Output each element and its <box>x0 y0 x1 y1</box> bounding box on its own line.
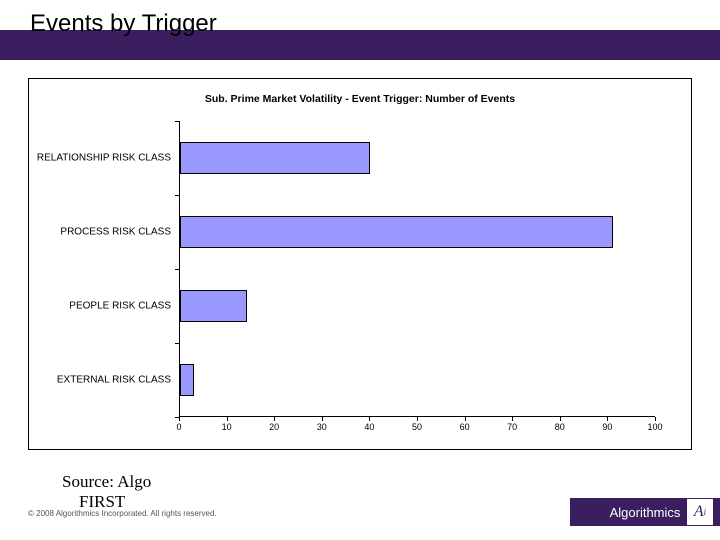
x-axis-label: 0 <box>176 417 181 432</box>
chart-title: Sub. Prime Market Volatility - Event Tri… <box>29 93 691 105</box>
source-attribution: Source: Algo FIRST <box>62 472 151 512</box>
bar <box>180 290 247 322</box>
x-axis-label: 10 <box>222 417 232 432</box>
page-title: Events by Trigger <box>30 10 217 38</box>
y-axis-label: RELATIONSHIP RISK CLASS <box>33 153 179 164</box>
y-tick <box>175 269 179 270</box>
bar <box>180 364 194 396</box>
source-line1: Source: Algo <box>62 472 151 491</box>
y-axis-label: PROCESS RISK CLASS <box>33 227 179 238</box>
x-axis-label: 60 <box>460 417 470 432</box>
bar-row <box>179 216 655 248</box>
y-axis-label: PEOPLE RISK CLASS <box>33 301 179 312</box>
x-axis-label: 50 <box>412 417 422 432</box>
chart-plot: RELATIONSHIP RISK CLASSPROCESS RISK CLAS… <box>179 121 655 417</box>
chart-frame: Sub. Prime Market Volatility - Event Tri… <box>28 78 692 450</box>
x-axis-label: 80 <box>555 417 565 432</box>
y-tick <box>175 195 179 196</box>
x-axis-label: 90 <box>602 417 612 432</box>
x-axis-label: 100 <box>647 417 662 432</box>
y-tick <box>175 417 179 418</box>
x-axis-label: 30 <box>317 417 327 432</box>
x-axis-label: 20 <box>269 417 279 432</box>
brand-mark-letter: A <box>694 503 704 521</box>
brand-mark-sup: i <box>704 507 707 517</box>
bar-row <box>179 142 655 174</box>
y-tick <box>175 121 179 122</box>
brand-logo-text: Algorithmics <box>610 505 681 520</box>
bar <box>180 142 370 174</box>
brand-mark-icon: Ai <box>686 498 714 526</box>
bar <box>180 216 613 248</box>
x-axis-label: 70 <box>507 417 517 432</box>
bar-row <box>179 290 655 322</box>
copyright-text: © 2008 Algorithmics Incorporated. All ri… <box>28 509 217 518</box>
y-tick <box>175 343 179 344</box>
x-axis-label: 40 <box>364 417 374 432</box>
bar-row <box>179 364 655 396</box>
y-axis-label: EXTERNAL RISK CLASS <box>33 375 179 386</box>
